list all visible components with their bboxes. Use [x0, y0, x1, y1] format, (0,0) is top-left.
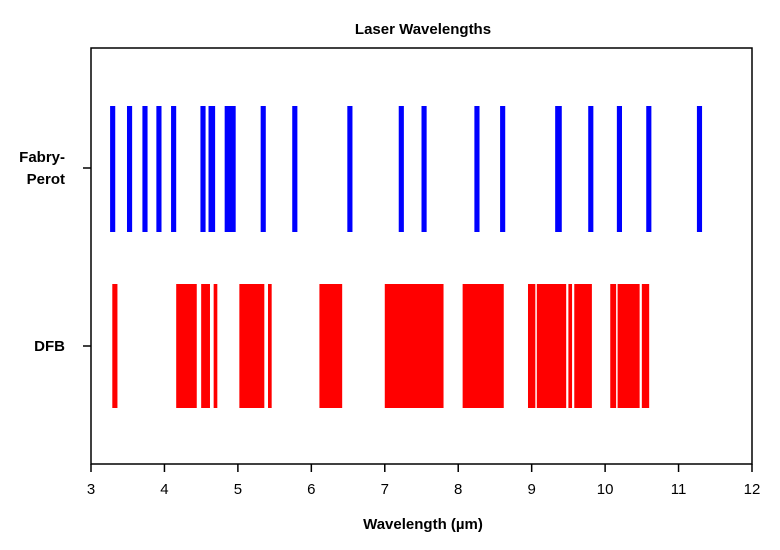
y-category-label: DFB: [34, 338, 65, 355]
fabry-perot-line-13: [421, 106, 427, 232]
dfb-line-4: [213, 284, 218, 408]
x-tick-label: 9: [527, 481, 535, 498]
chart-title: Laser Wavelengths: [355, 21, 491, 38]
x-tick-label: 3: [87, 481, 95, 498]
fabry-perot-line-4: [156, 106, 162, 232]
dfb-line-15: [617, 284, 640, 408]
x-axis: 3 4 5 6 7 8 9 10 11 12: [87, 464, 761, 498]
dfb-line-14: [610, 284, 617, 408]
dfb-line-11: [536, 284, 567, 408]
fabry-perot-line-8: [224, 106, 236, 232]
fabry-perot-line-6: [200, 106, 206, 232]
fabry-perot-line-2: [126, 106, 133, 232]
dfb-line-1: [112, 284, 118, 408]
x-tick-label: 7: [381, 481, 389, 498]
plot-frame: [90, 47, 753, 465]
dfb-line-10: [527, 284, 536, 408]
dfb-line-6: [268, 284, 272, 408]
dfb-line-5: [239, 284, 265, 408]
dfb-line-13: [574, 284, 592, 408]
x-tick-label: 5: [234, 481, 242, 498]
dfb-line-8: [384, 284, 444, 408]
x-tick-label: 6: [307, 481, 315, 498]
fabry-perot-line-10: [292, 106, 298, 232]
fabry-perot-line-11: [347, 106, 353, 232]
fabry-perot-line-19: [646, 106, 652, 232]
fabry-perot-line-14: [474, 106, 480, 232]
x-tick-label: 10: [597, 481, 614, 498]
y-axis: Fabry-Perot DFB: [19, 149, 91, 355]
dfb-line-9: [462, 284, 504, 408]
fabry-perot-line-5: [171, 106, 177, 232]
y-category-label: Fabry-Perot: [19, 149, 65, 188]
dfb-line-16: [641, 284, 650, 408]
x-axis-label: Wavelength (µm): [363, 516, 483, 533]
x-tick-label: 12: [744, 481, 761, 498]
x-tick-label: 4: [160, 481, 168, 498]
dfb-line-7: [319, 284, 343, 408]
fabry-perot-line-7: [208, 106, 216, 232]
x-tick-label: 8: [454, 481, 462, 498]
dfb-line-2: [176, 284, 197, 408]
fabry-perot-line-1: [110, 106, 116, 232]
fabry-perot-line-20: [696, 106, 703, 232]
fabry-perot-line-18: [616, 106, 623, 232]
dfb-line-3: [201, 284, 210, 408]
x-tick-label: 11: [671, 481, 687, 498]
fabry-perot-line-17: [588, 106, 594, 232]
dfb-line-12: [568, 284, 573, 408]
fabry-perot-line-3: [142, 106, 148, 232]
plot-marks: [110, 106, 703, 408]
fabry-perot-line-9: [260, 106, 266, 232]
fabry-perot-line-15: [500, 106, 506, 232]
fabry-perot-line-16: [555, 106, 562, 232]
fabry-perot-line-12: [398, 106, 404, 232]
